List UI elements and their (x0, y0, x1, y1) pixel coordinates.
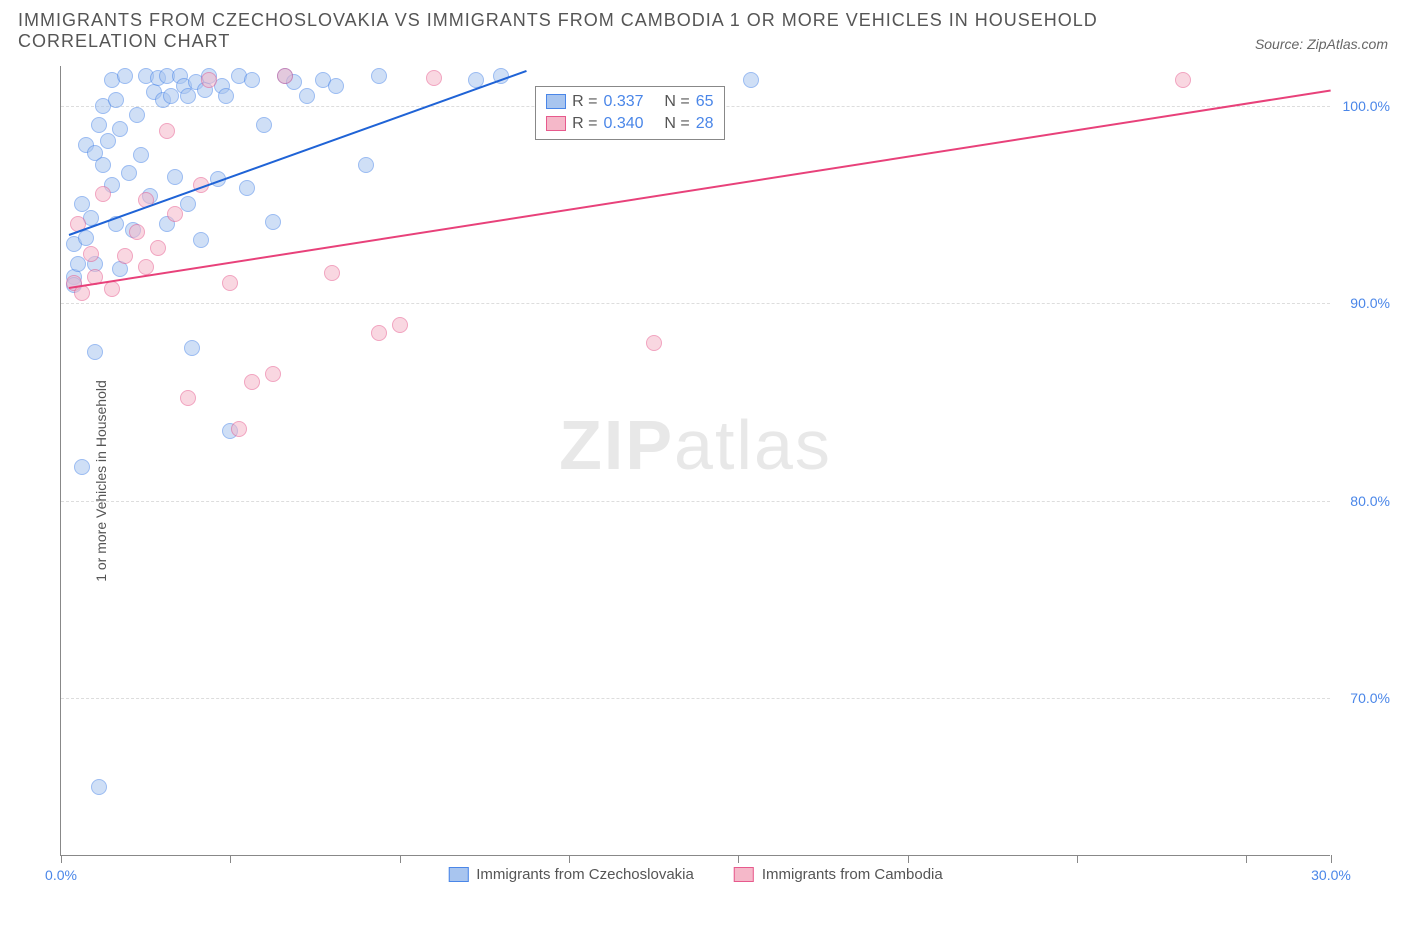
scatter-point (95, 186, 111, 202)
legend-n-label: N = (664, 115, 689, 133)
chart-container: 1 or more Vehicles in Household ZIPatlas… (10, 56, 1396, 906)
scatter-point (100, 133, 116, 149)
scatter-point (167, 206, 183, 222)
correlation-legend: R = 0.337 N = 65 R = 0.340 N = 28 (535, 86, 724, 140)
scatter-point (218, 88, 234, 104)
scatter-point (112, 121, 128, 137)
scatter-point (222, 275, 238, 291)
x-tick (400, 855, 401, 863)
x-tick (61, 855, 62, 863)
legend-row: R = 0.337 N = 65 (546, 91, 713, 113)
legend-n-value: 28 (696, 115, 714, 133)
scatter-point (265, 214, 281, 230)
legend-r-label: R = (572, 115, 597, 133)
scatter-point (231, 421, 247, 437)
x-tick (908, 855, 909, 863)
legend-row: R = 0.340 N = 28 (546, 113, 713, 135)
scatter-point (104, 281, 120, 297)
scatter-point (150, 240, 166, 256)
plot-area: ZIPatlas 70.0%80.0%90.0%100.0%0.0%30.0%R… (60, 66, 1330, 856)
gridline (61, 303, 1330, 304)
scatter-point (180, 88, 196, 104)
scatter-point (358, 157, 374, 173)
scatter-point (95, 157, 111, 173)
scatter-point (117, 68, 133, 84)
y-tick-label: 90.0% (1350, 295, 1390, 311)
legend-swatch (546, 94, 566, 109)
scatter-point (112, 261, 128, 277)
scatter-point (129, 224, 145, 240)
y-tick-label: 70.0% (1350, 690, 1390, 706)
y-tick-label: 100.0% (1343, 98, 1390, 114)
legend-swatch (448, 867, 468, 882)
legend-r-value: 0.340 (603, 115, 643, 133)
scatter-point (256, 117, 272, 133)
legend-n-value: 65 (696, 93, 714, 111)
x-tick (738, 855, 739, 863)
scatter-point (91, 117, 107, 133)
scatter-point (371, 68, 387, 84)
legend-swatch (734, 867, 754, 882)
series-legend-item: Immigrants from Cambodia (734, 866, 943, 883)
scatter-point (265, 366, 281, 382)
scatter-point (201, 72, 217, 88)
scatter-point (121, 165, 137, 181)
scatter-point (180, 390, 196, 406)
scatter-point (392, 317, 408, 333)
scatter-point (277, 68, 293, 84)
scatter-point (74, 459, 90, 475)
series-name: Immigrants from Czechoslovakia (476, 866, 694, 883)
scatter-point (244, 374, 260, 390)
watermark: ZIPatlas (559, 405, 832, 485)
x-tick (1331, 855, 1332, 863)
scatter-point (244, 72, 260, 88)
legend-r-value: 0.337 (603, 93, 643, 111)
scatter-point (426, 70, 442, 86)
x-tick (1246, 855, 1247, 863)
source-label: Source: ZipAtlas.com (1255, 36, 1388, 52)
x-tick-label: 0.0% (45, 867, 77, 883)
series-name: Immigrants from Cambodia (762, 866, 943, 883)
y-tick-label: 80.0% (1350, 493, 1390, 509)
scatter-point (324, 265, 340, 281)
gridline (61, 698, 1330, 699)
scatter-point (371, 325, 387, 341)
scatter-point (184, 340, 200, 356)
x-tick (1077, 855, 1078, 863)
scatter-point (159, 123, 175, 139)
scatter-point (1175, 72, 1191, 88)
series-legend: Immigrants from Czechoslovakia Immigrants… (448, 866, 942, 883)
scatter-point (83, 246, 99, 262)
scatter-point (133, 147, 149, 163)
scatter-point (108, 92, 124, 108)
scatter-point (299, 88, 315, 104)
series-legend-item: Immigrants from Czechoslovakia (448, 866, 694, 883)
gridline (61, 501, 1330, 502)
scatter-point (87, 344, 103, 360)
scatter-point (193, 232, 209, 248)
x-tick-label: 30.0% (1311, 867, 1351, 883)
scatter-point (91, 779, 107, 795)
scatter-point (167, 169, 183, 185)
scatter-point (646, 335, 662, 351)
scatter-point (129, 107, 145, 123)
scatter-point (328, 78, 344, 94)
legend-r-label: R = (572, 93, 597, 111)
legend-swatch (546, 116, 566, 131)
x-tick (569, 855, 570, 863)
legend-n-label: N = (664, 93, 689, 111)
scatter-point (78, 230, 94, 246)
chart-title: IMMIGRANTS FROM CZECHOSLOVAKIA VS IMMIGR… (18, 10, 1168, 52)
scatter-point (117, 248, 133, 264)
x-tick (230, 855, 231, 863)
scatter-point (743, 72, 759, 88)
scatter-point (239, 180, 255, 196)
